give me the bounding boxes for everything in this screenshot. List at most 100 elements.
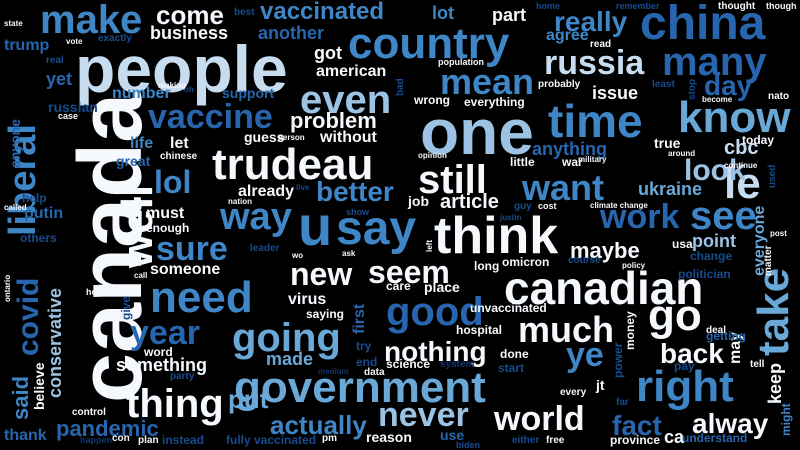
- word-today: today: [742, 133, 775, 147]
- word-cbc: cbc: [724, 137, 759, 159]
- word-system: system: [440, 359, 475, 370]
- word-already: already: [238, 183, 295, 200]
- word-better: better: [316, 176, 394, 207]
- word-saying: saying: [306, 307, 345, 321]
- word-ontario: ontario: [3, 274, 12, 302]
- word-best: best: [234, 7, 255, 18]
- word-want: want: [522, 167, 605, 208]
- word-usa: usa: [672, 237, 693, 251]
- word-place: place: [424, 279, 460, 295]
- word-day: day: [704, 70, 753, 101]
- word-far: far: [616, 397, 629, 408]
- word-deal: deal: [706, 325, 727, 336]
- word-anything: anything: [532, 139, 607, 159]
- word-getting: getting: [706, 329, 746, 343]
- word-read: read: [590, 39, 612, 50]
- word-trump: trump: [4, 37, 50, 54]
- word-money: money: [623, 311, 637, 350]
- word-science: science: [386, 357, 431, 371]
- word-might: might: [779, 403, 793, 436]
- word-vaccine: vaccine: [148, 98, 273, 136]
- word-nothing: nothing: [384, 336, 487, 367]
- word-need: need: [150, 273, 253, 322]
- word-much: much: [518, 309, 615, 350]
- word-russia: russia: [544, 44, 645, 82]
- word-thank: thank: [4, 427, 47, 444]
- word-thing: thing: [126, 382, 224, 426]
- word-problem: problem: [290, 108, 377, 133]
- word-live: live: [296, 183, 310, 192]
- word-chinese: chinese: [160, 151, 198, 162]
- word-made: made: [266, 349, 314, 369]
- word-case: case: [58, 111, 79, 121]
- word-way: way: [220, 196, 292, 238]
- word-little: little: [510, 155, 535, 169]
- word-continue: continue: [724, 161, 758, 170]
- word-without: without: [320, 129, 377, 146]
- word-exactly: exactly: [98, 33, 132, 44]
- word-oh: oh: [184, 85, 194, 94]
- word-true: true: [654, 135, 681, 151]
- word-going: going: [232, 316, 341, 360]
- word-stop: stop: [687, 78, 698, 100]
- word-left: left: [425, 240, 434, 252]
- word-population: population: [438, 57, 484, 67]
- word-everything: everything: [464, 95, 525, 109]
- word-back: back: [660, 338, 724, 369]
- word-covid: covid: [12, 277, 45, 356]
- word-great: great: [116, 153, 151, 169]
- word-must: must: [146, 205, 185, 222]
- word-nato: nato: [768, 91, 790, 102]
- word-vaccinated: vaccinated: [260, 0, 385, 25]
- word-world: world: [494, 400, 585, 438]
- word-ca: ca: [664, 427, 685, 447]
- word-something: something: [116, 355, 208, 375]
- word-start: start: [498, 361, 525, 375]
- word-trudeau: trudeau: [212, 140, 374, 189]
- word-even: even: [300, 78, 392, 122]
- word-pandemic: pandemic: [56, 416, 159, 441]
- word-hospital: hospital: [456, 323, 503, 337]
- word-show: show: [346, 207, 370, 217]
- word-around: around: [668, 149, 696, 158]
- word-make: make: [40, 0, 143, 42]
- word-u: u: [298, 194, 333, 257]
- word-guess: guess: [244, 129, 285, 145]
- word-control: control: [72, 407, 106, 418]
- word-people: people: [75, 32, 288, 106]
- word-say: say: [336, 202, 417, 255]
- word-understand: understand: [682, 431, 748, 445]
- word-putin: putin: [24, 205, 64, 222]
- word-country: country: [348, 19, 510, 68]
- word-biden: biden: [456, 440, 480, 450]
- word-instead: instead: [162, 433, 205, 447]
- word-job: job: [408, 193, 429, 209]
- word-least: least: [652, 79, 675, 90]
- word-making: making: [158, 81, 187, 90]
- word-post: post: [770, 229, 787, 238]
- word-article: article: [440, 191, 499, 213]
- word-someone: someone: [150, 261, 221, 278]
- word-lol: lol: [154, 164, 192, 200]
- word-sure: sure: [156, 230, 228, 268]
- word-though: though: [766, 1, 797, 11]
- word-china: china: [640, 0, 766, 50]
- word-care: care: [386, 279, 411, 293]
- word-lot: lot: [432, 3, 454, 23]
- word-help: help: [22, 191, 47, 205]
- word-support: support: [222, 85, 275, 101]
- word-give: give: [119, 295, 133, 320]
- word-know: know: [678, 93, 791, 142]
- word-life: life: [130, 135, 154, 152]
- word-yet: yet: [46, 69, 73, 89]
- word-change: change: [690, 249, 733, 263]
- word-either: either: [512, 435, 540, 446]
- word-vote: vote: [66, 37, 83, 46]
- word-never: never: [378, 396, 469, 434]
- word-part: part: [492, 5, 527, 25]
- word-le: le: [724, 159, 761, 208]
- word-think: think: [434, 207, 559, 265]
- word-done: done: [500, 347, 529, 361]
- word-free: free: [546, 435, 565, 446]
